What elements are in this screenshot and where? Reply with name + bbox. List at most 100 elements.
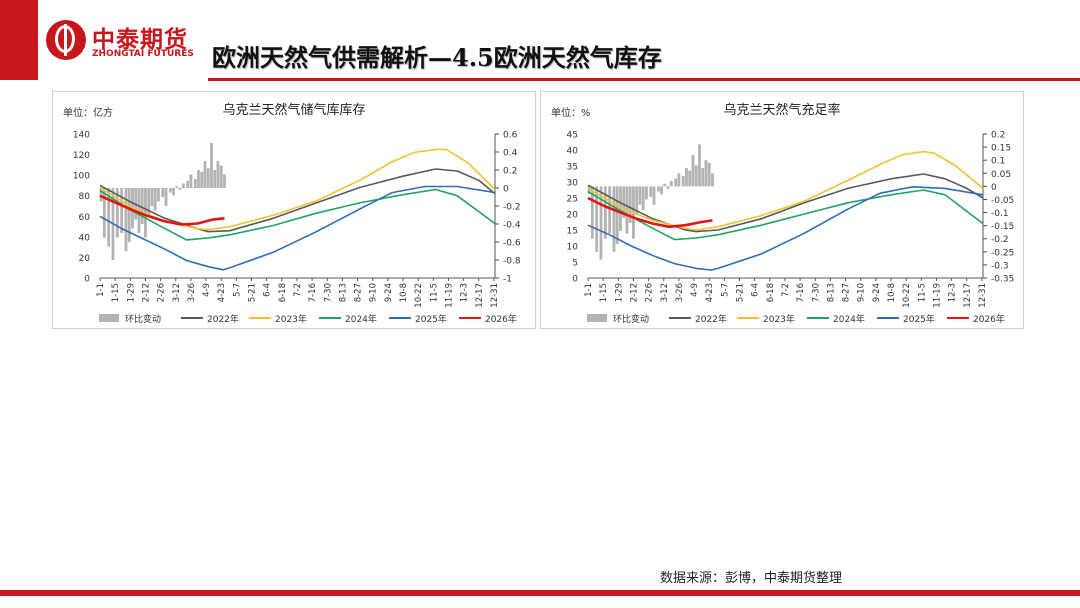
bar-mom-change [707,162,711,187]
y-tick-label: 40 [79,233,91,243]
chart-panel-storage: 单位：亿方 乌克兰天然气储气库库存 0 20 40 60 80 100 120 140 -1 -0.8… [52,91,536,329]
x-tick-label: 12-31 [978,283,988,308]
bar-mom-change [164,188,168,206]
bar-mom-change [223,174,226,188]
bar-mom-change [656,186,660,192]
y2-tick-label: 0.05 [991,170,1011,180]
y2-tick-label: 0.4 [503,149,518,159]
x-tick-label: 5-7 [720,283,730,297]
x-tick-label: 8-27 [842,283,852,302]
y-tick-label: 30 [567,179,579,189]
x-tick-label: 10-22 [414,283,424,308]
bar-mom-change [615,186,619,244]
bar-mom-change [197,170,200,188]
footer-accent-bar [0,590,1080,596]
bar-mom-change [150,188,154,206]
bar-mom-change [622,186,626,218]
series-line-2025 [587,186,984,271]
bar-mom-change [102,188,106,238]
bar-mom-change [216,161,220,188]
bar-mom-change [645,186,648,200]
series-line-2025 [99,185,496,271]
bar-mom-change [186,180,190,188]
title-divider [208,78,1080,81]
legend-label: 2024年 [345,313,377,325]
y-tick-label: 60 [79,213,91,223]
legend-label: 2025年 [415,313,447,325]
x-tick-label: 4-23 [705,283,715,302]
bar-mom-change [612,186,616,252]
bar-mom-change [153,188,157,211]
bar-mom-change [603,186,607,239]
y-tick-label: 20 [567,211,579,221]
chart-panel-fill-rate: 单位：% 乌克兰天然气充足率 0 5 10 15 20 25 30 35 40 45 -0.35 -0.3… [540,91,1024,329]
x-tick-label: 4-9 [690,283,700,297]
logo-icon [46,20,86,60]
bar-mom-change [175,186,179,188]
bar-mom-change [168,188,172,193]
legend-label: 2026年 [973,313,1005,325]
page-title: 欧洲天然气供需解析—4.5欧洲天然气库存 [212,43,662,72]
legend-swatch-bar [99,314,119,322]
legend-label: 2024年 [833,313,865,325]
y2-tick-label: 0.15 [991,144,1011,154]
bar-mom-change [628,186,632,224]
legend-label: 环比变动 [613,313,649,325]
chart-title: 乌克兰天然气储气库库存 [222,102,365,118]
bar-mom-change [663,183,667,187]
bar-mom-change [608,186,612,234]
x-tick-label: 1-29 [126,283,136,302]
y2-tick-label: -0.2 [991,235,1009,245]
x-tick-label: 7-2 [293,283,303,297]
x-tick-label: 6-18 [278,283,288,302]
bar-mom-change [694,165,698,187]
x-tick-label: 1-15 [599,283,609,302]
bar-mom-change [704,160,708,187]
x-tick-label: 5-21 [248,283,258,302]
y2-tick-label: 0 [503,185,509,195]
y-tick-label: 40 [567,147,579,157]
bar-mom-change [206,168,210,188]
x-tick-label: 7-30 [811,283,821,302]
x-tick-label: 4-9 [202,283,212,297]
bar-mom-change [652,186,656,205]
series-line-2024 [587,189,984,241]
logo-english-name: ZHONGTAI FUTURES [92,49,194,59]
bar-mom-change [635,186,639,216]
x-tick-label: 2-26 [157,283,167,302]
x-tick-label: 2-12 [629,283,639,302]
legend-label: 环比变动 [125,313,161,325]
bar-mom-change [666,186,670,189]
bar-mom-change [115,188,119,238]
x-tick-label: 6-4 [751,283,761,297]
y-tick-label: 0 [572,275,578,285]
y2-tick-label: 0 [991,183,997,193]
legend-label: 2023年 [763,313,795,325]
x-tick-label: 9-10 [857,283,867,302]
x-tick-label: 9-10 [369,283,379,302]
bar-mom-change [193,179,197,188]
bar-mom-change [587,186,591,195]
bar-mom-change [120,188,124,233]
bar-mom-change [590,186,594,239]
series-line-2022 [587,173,984,233]
x-tick-label: 12-17 [963,283,973,308]
storage-chart: 单位：亿方 乌克兰天然气储气库库存 0 20 40 60 80 100 120 140 -1 -0.8… [63,102,521,325]
y-tick-label: 15 [567,227,578,237]
x-tick-label: 1-15 [111,283,121,302]
bar-mom-change [669,181,673,187]
bar-mom-change [674,178,678,187]
y-tick-label: 5 [572,259,578,269]
legend-label: 2023年 [275,313,307,325]
bar-mom-change [638,186,642,205]
bar-mom-change [107,188,111,247]
x-tick-label: 11-5 [917,283,927,302]
bar-mom-change [178,188,182,190]
x-tick-label: 12-31 [490,283,500,308]
series-line-2026 [99,194,225,226]
y2-tick-label: -0.1 [991,209,1009,219]
y-tick-label: 25 [567,195,578,205]
bar-mom-change [641,186,645,210]
y2-tick-label: -1 [503,275,512,285]
x-tick-label: 1-1 [96,283,106,297]
